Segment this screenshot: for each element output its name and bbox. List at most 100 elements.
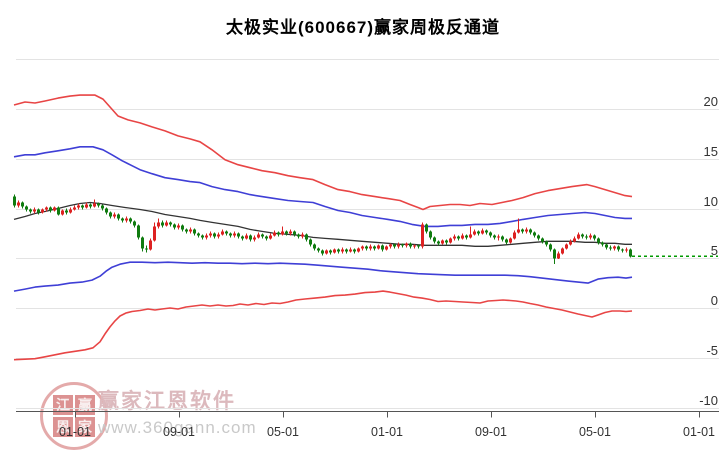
candle-up bbox=[273, 232, 276, 236]
y-axis-label: -10 bbox=[699, 393, 718, 408]
series-upper_blue_channel bbox=[13, 146, 632, 228]
candle-down bbox=[89, 204, 92, 207]
candle-down bbox=[541, 238, 544, 242]
candle-up bbox=[253, 237, 256, 240]
candle-up bbox=[153, 226, 156, 241]
candle-down bbox=[493, 235, 496, 238]
candle-down bbox=[437, 241, 440, 244]
candle-down bbox=[213, 233, 216, 237]
candle-down bbox=[141, 237, 144, 249]
candle-down bbox=[345, 249, 348, 252]
candle-up bbox=[509, 238, 512, 243]
candle-up bbox=[301, 234, 304, 237]
candle-down bbox=[293, 231, 296, 235]
candle-up bbox=[341, 249, 344, 252]
candle-down bbox=[365, 246, 368, 249]
candle-up bbox=[149, 240, 152, 250]
candle-down bbox=[621, 249, 624, 251]
candle-up bbox=[113, 214, 116, 217]
page-title: 太极实业(600667)赢家周极反通道 bbox=[225, 18, 501, 37]
candle-up bbox=[389, 244, 392, 247]
candle-down bbox=[117, 214, 120, 219]
watermark-seal-grid: 江 赢 恩 家 bbox=[53, 395, 95, 437]
candle-down bbox=[97, 203, 100, 206]
candle-down bbox=[629, 249, 632, 257]
candle-up bbox=[461, 235, 464, 239]
candle-down bbox=[521, 229, 524, 232]
y-axis-label: 10 bbox=[704, 194, 718, 209]
candle-down bbox=[297, 234, 300, 237]
candle-down bbox=[13, 196, 16, 206]
candle-down bbox=[605, 244, 608, 248]
candle-up bbox=[385, 246, 388, 250]
candle-down bbox=[197, 233, 200, 236]
x-axis-label: 01-01 bbox=[683, 425, 715, 439]
candle-up bbox=[589, 235, 592, 238]
candle-up bbox=[421, 224, 424, 247]
candle-down bbox=[533, 232, 536, 236]
series-upper_red_channel bbox=[13, 94, 633, 211]
candle-up bbox=[325, 250, 328, 254]
candle-up bbox=[77, 205, 80, 208]
watermark-text: 赢家江恩软件 www.360gann.com bbox=[98, 385, 257, 438]
candle-down bbox=[129, 218, 132, 222]
y-axis-label: -5 bbox=[706, 343, 718, 358]
candle-down bbox=[173, 224, 176, 228]
candle-down bbox=[57, 207, 60, 215]
candle-up bbox=[281, 231, 284, 235]
candle-down bbox=[305, 234, 308, 240]
candle-up bbox=[469, 234, 472, 238]
candle-up bbox=[481, 230, 484, 234]
candle-up bbox=[557, 253, 560, 259]
candle-up bbox=[157, 222, 160, 227]
candle-down bbox=[321, 250, 324, 254]
candle-down bbox=[425, 224, 428, 232]
candle-down bbox=[241, 236, 244, 239]
candle-down bbox=[29, 209, 32, 212]
candle-down bbox=[277, 232, 280, 235]
candle-up bbox=[405, 243, 408, 246]
candle-down bbox=[445, 240, 448, 243]
seal-char: 恩 bbox=[53, 417, 73, 437]
candle-up bbox=[573, 238, 576, 242]
candle-up bbox=[333, 249, 336, 253]
candle-down bbox=[65, 210, 68, 213]
candle-up bbox=[289, 231, 292, 234]
candle-down bbox=[597, 238, 600, 243]
watermark-url: www.360gann.com bbox=[98, 418, 257, 437]
y-axis-label: 5 bbox=[711, 243, 718, 258]
candle-down bbox=[545, 241, 548, 245]
candle-up bbox=[561, 248, 564, 254]
candle-up bbox=[577, 234, 580, 239]
candle-down bbox=[133, 221, 136, 226]
candle-down bbox=[457, 236, 460, 239]
candle-down bbox=[465, 235, 468, 238]
candle-up bbox=[613, 246, 616, 249]
x-axis-label: 01-01 bbox=[371, 425, 403, 439]
candle-up bbox=[357, 248, 360, 252]
candle-down bbox=[617, 246, 620, 250]
watermark-brand: 赢家江恩软件 bbox=[98, 390, 236, 413]
candle-down bbox=[109, 212, 112, 217]
candle-down bbox=[185, 229, 188, 232]
candle-down bbox=[237, 233, 240, 237]
candle-down bbox=[105, 208, 108, 213]
candle-up bbox=[209, 233, 212, 236]
candle-up bbox=[85, 204, 88, 208]
candle-down bbox=[433, 237, 436, 242]
series-lower_blue_channel bbox=[13, 261, 633, 292]
candle-up bbox=[569, 241, 572, 245]
candle-down bbox=[81, 205, 84, 208]
candle-down bbox=[489, 232, 492, 236]
candle-down bbox=[529, 229, 532, 233]
candle-up bbox=[565, 244, 568, 249]
candle-down bbox=[201, 235, 204, 238]
y-axis-label: 15 bbox=[704, 144, 718, 159]
candle-down bbox=[401, 244, 404, 246]
candle-down bbox=[353, 249, 356, 252]
candle-down bbox=[393, 244, 396, 247]
candle-down bbox=[553, 249, 556, 259]
candle-down bbox=[373, 246, 376, 249]
